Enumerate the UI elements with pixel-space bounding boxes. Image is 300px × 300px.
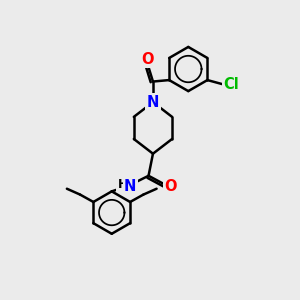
Text: O: O <box>164 178 177 194</box>
Text: N: N <box>124 178 136 194</box>
Text: O: O <box>141 52 153 67</box>
Text: H: H <box>118 178 128 191</box>
Text: N: N <box>147 95 159 110</box>
Text: Cl: Cl <box>223 77 239 92</box>
